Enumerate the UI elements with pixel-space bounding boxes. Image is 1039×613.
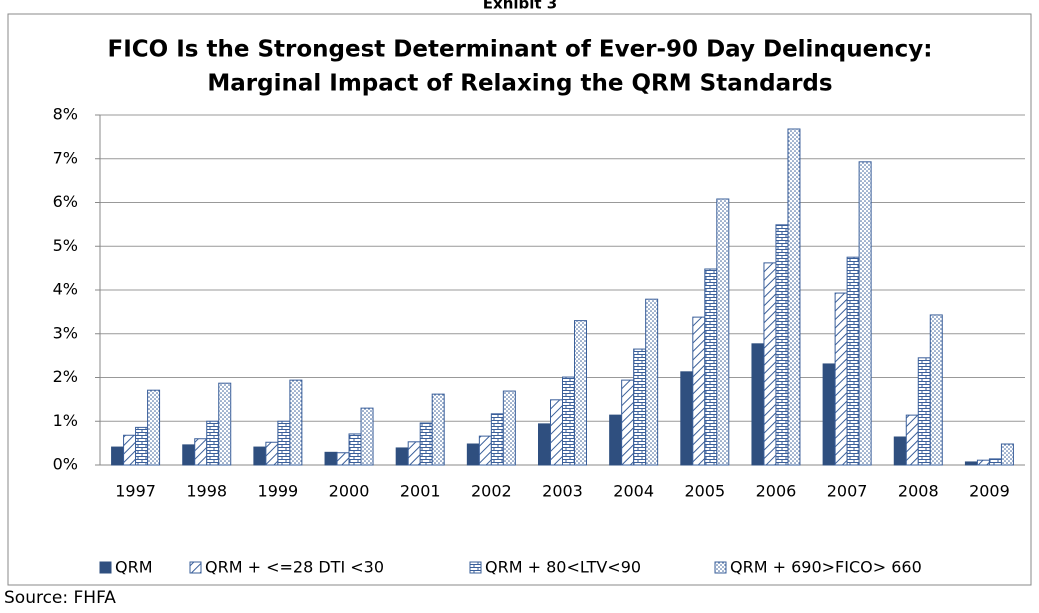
x-tick-label: 2000: [329, 482, 370, 501]
bar: [917, 357, 931, 466]
y-tick-label: 1%: [53, 411, 78, 430]
bar: [1000, 443, 1014, 466]
bar: [147, 389, 161, 466]
bar: [407, 441, 421, 466]
x-tick-label: 2003: [542, 482, 583, 501]
legend-label: QRM + 80<LTV<90: [485, 558, 641, 577]
y-tick-label: 3%: [53, 323, 78, 342]
bar: [419, 422, 433, 466]
bar: [277, 420, 291, 466]
bar: [574, 320, 587, 466]
source: Source: FHFA: [4, 588, 116, 608]
bar: [976, 459, 990, 466]
legend-swatch: [99, 561, 112, 574]
bar: [929, 314, 943, 466]
bar: [466, 443, 480, 466]
bar: [360, 407, 374, 466]
bar: [716, 198, 730, 466]
bar: [218, 382, 232, 466]
bar: [111, 446, 125, 466]
bar: [775, 224, 789, 466]
bar: [893, 436, 907, 466]
y-tick-label: 6%: [53, 192, 78, 211]
y-tick-label: 5%: [53, 236, 78, 255]
bar: [348, 433, 362, 466]
bar: [905, 414, 919, 466]
bar: [609, 414, 623, 466]
x-tick-label: 2002: [471, 482, 512, 501]
bar: [490, 413, 504, 466]
bar: [182, 444, 196, 466]
legend-swatch: [469, 561, 482, 574]
x-tick-label: 2007: [827, 482, 868, 501]
x-tick-label: 1998: [186, 482, 227, 501]
exhibit-label: Exhibit 3: [483, 0, 557, 13]
bar: [787, 128, 801, 466]
bar: [834, 292, 848, 466]
bar: [633, 348, 647, 466]
bar: [431, 393, 445, 466]
bar: [324, 451, 338, 466]
x-tick-label: 2009: [969, 482, 1010, 501]
x-tick-label: 2004: [613, 482, 654, 501]
bar: [562, 376, 575, 466]
bar: [265, 441, 279, 466]
bar: [550, 399, 563, 466]
bar: [289, 379, 303, 466]
bar: [763, 262, 777, 466]
x-tick-label: 2001: [400, 482, 441, 501]
bar: [538, 423, 551, 466]
bar: [692, 316, 706, 466]
bar: [704, 268, 718, 466]
y-tick-label: 2%: [53, 367, 78, 386]
y-tick-label: 7%: [53, 148, 78, 167]
chart-title: FICO Is the Strongest Determinant of Eve…: [108, 37, 933, 63]
bar: [751, 343, 765, 466]
chart-title: Marginal Impact of Relaxing the QRM Stan…: [207, 71, 832, 97]
x-tick-label: 2006: [756, 482, 797, 501]
bar: [123, 434, 137, 466]
legend-swatch: [714, 561, 727, 574]
bar: [621, 379, 635, 466]
bar: [336, 452, 350, 466]
bar: [680, 371, 694, 466]
chart-frame: [7, 13, 1032, 586]
legend-label: QRM: [115, 558, 153, 577]
y-tick-label: 0%: [53, 455, 78, 474]
bar: [206, 420, 220, 466]
x-tick-label: 2008: [898, 482, 939, 501]
bar: [502, 390, 516, 466]
bar: [858, 161, 872, 466]
x-tick-label: 2005: [684, 482, 725, 501]
bar: [395, 447, 409, 466]
legend-label: QRM + <=28 DTI <30: [205, 558, 384, 577]
bar: [645, 298, 659, 466]
legend-swatch: [189, 561, 202, 574]
bar: [846, 256, 860, 466]
x-tick-label: 1999: [258, 482, 299, 501]
bar: [253, 446, 267, 466]
x-tick-label: 1997: [115, 482, 156, 501]
bar: [822, 363, 836, 466]
bar: [194, 438, 208, 466]
bar: [988, 458, 1002, 466]
bar: [135, 426, 149, 466]
bar: [964, 461, 978, 466]
bar: [478, 435, 492, 466]
y-tick-label: 4%: [53, 280, 78, 299]
y-tick-label: 8%: [53, 105, 78, 124]
legend-label: QRM + 690>FICO> 660: [730, 558, 922, 577]
